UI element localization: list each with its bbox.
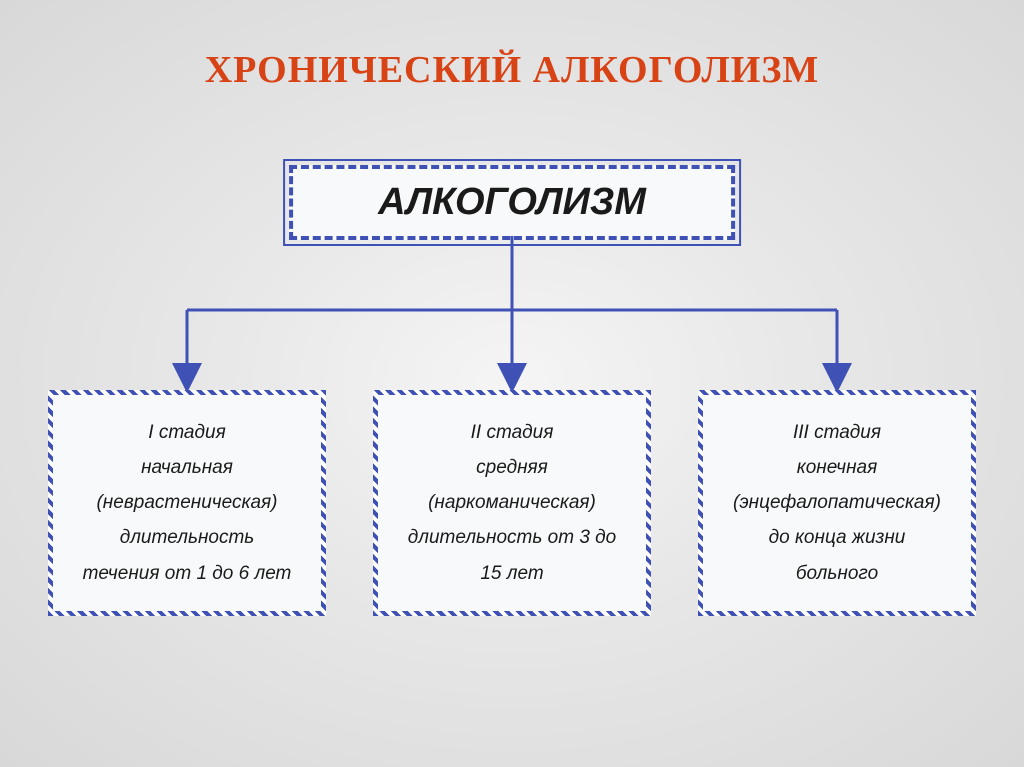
stage-line: 15 лет bbox=[390, 556, 634, 591]
stage-node-2: II стадия средняя (наркоманическая) длит… bbox=[373, 390, 651, 616]
connector-lines bbox=[0, 0, 1024, 767]
stage-line: средняя bbox=[390, 450, 634, 485]
stage-line: длительность от 3 до bbox=[390, 520, 634, 555]
stage-line: конечная bbox=[715, 450, 959, 485]
root-node: АЛКОГОЛИЗМ bbox=[289, 165, 735, 240]
stage-line: III стадия bbox=[715, 415, 959, 450]
stage-node-1: I стадия начальная (неврастеническая) дл… bbox=[48, 390, 326, 616]
stage-line: до конца жизни bbox=[715, 520, 959, 555]
stage-line: (наркоманическая) bbox=[390, 485, 634, 520]
root-label: АЛКОГОЛИЗМ bbox=[378, 181, 646, 223]
stage-line: течения от 1 до 6 лет bbox=[65, 556, 309, 591]
stage-line: II стадия bbox=[390, 415, 634, 450]
page-title: ХРОНИЧЕСКИЙ АЛКОГОЛИЗМ bbox=[0, 0, 1024, 92]
stage-line: (энцефалопатическая) bbox=[715, 485, 959, 520]
stage-line: I стадия bbox=[65, 415, 309, 450]
stage-line: (неврастеническая) bbox=[65, 485, 309, 520]
stage-line: больного bbox=[715, 556, 959, 591]
stage-line: длительность bbox=[65, 520, 309, 555]
stage-node-3: III стадия конечная (энцефалопатическая)… bbox=[698, 390, 976, 616]
stage-line: начальная bbox=[65, 450, 309, 485]
